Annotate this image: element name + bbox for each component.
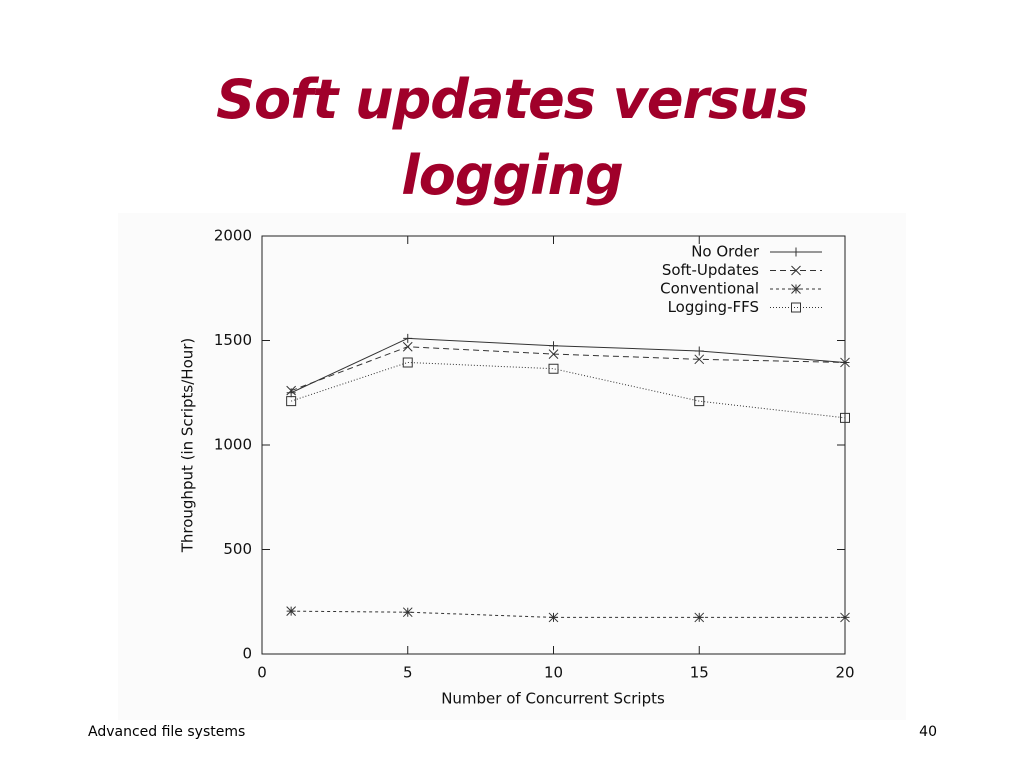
legend-label: Soft-Updates bbox=[662, 261, 759, 279]
point-marker bbox=[286, 606, 297, 617]
point-marker bbox=[548, 612, 559, 623]
point-marker bbox=[548, 363, 559, 374]
x-tick-label: 5 bbox=[403, 664, 413, 682]
x-tick-label: 10 bbox=[544, 664, 563, 682]
y-tick-label: 1000 bbox=[214, 436, 252, 454]
chart: Number of Concurrent Scripts Throughput … bbox=[118, 213, 906, 720]
y-tick-label: 0 bbox=[242, 645, 252, 663]
x-tick-label: 0 bbox=[257, 664, 267, 682]
point-marker bbox=[403, 333, 413, 343]
x-tick-label: 20 bbox=[835, 664, 854, 682]
point-marker bbox=[286, 396, 297, 407]
series-line bbox=[291, 610, 845, 618]
point-marker bbox=[402, 607, 413, 618]
legend-label: Conventional bbox=[660, 280, 759, 298]
legend-marker bbox=[791, 247, 801, 257]
point-marker bbox=[694, 346, 704, 356]
y-tick-label: 1500 bbox=[214, 331, 252, 349]
legend-label: Logging-FFS bbox=[668, 298, 759, 316]
x-axis-label: Number of Concurrent Scripts bbox=[441, 690, 665, 708]
x-tick-label: 15 bbox=[690, 664, 709, 682]
point-marker bbox=[694, 612, 705, 623]
point-marker bbox=[840, 357, 850, 368]
point-marker bbox=[549, 341, 558, 351]
chart-background bbox=[118, 213, 906, 720]
legend-label: No Order bbox=[691, 243, 760, 261]
y-tick-label: 2000 bbox=[214, 227, 252, 245]
page-number: 40 bbox=[919, 724, 937, 740]
point-marker bbox=[840, 612, 850, 623]
point-marker bbox=[286, 388, 296, 398]
series-line bbox=[290, 361, 846, 419]
legend-marker bbox=[791, 265, 801, 276]
legend-marker bbox=[791, 302, 801, 313]
point-marker bbox=[840, 412, 850, 423]
footer: Advanced file systems bbox=[88, 724, 246, 740]
legend-marker bbox=[791, 284, 801, 294]
y-axis-label: Throughput (in Scripts/Hour) bbox=[179, 338, 197, 554]
point-marker bbox=[694, 354, 705, 365]
point-marker bbox=[694, 396, 705, 407]
slide-title: Soft updates versus logging bbox=[216, 68, 809, 207]
point-marker bbox=[286, 385, 297, 396]
y-tick-label: 500 bbox=[223, 540, 252, 558]
point-marker bbox=[402, 357, 413, 368]
point-marker bbox=[548, 349, 559, 359]
point-marker bbox=[402, 341, 413, 352]
